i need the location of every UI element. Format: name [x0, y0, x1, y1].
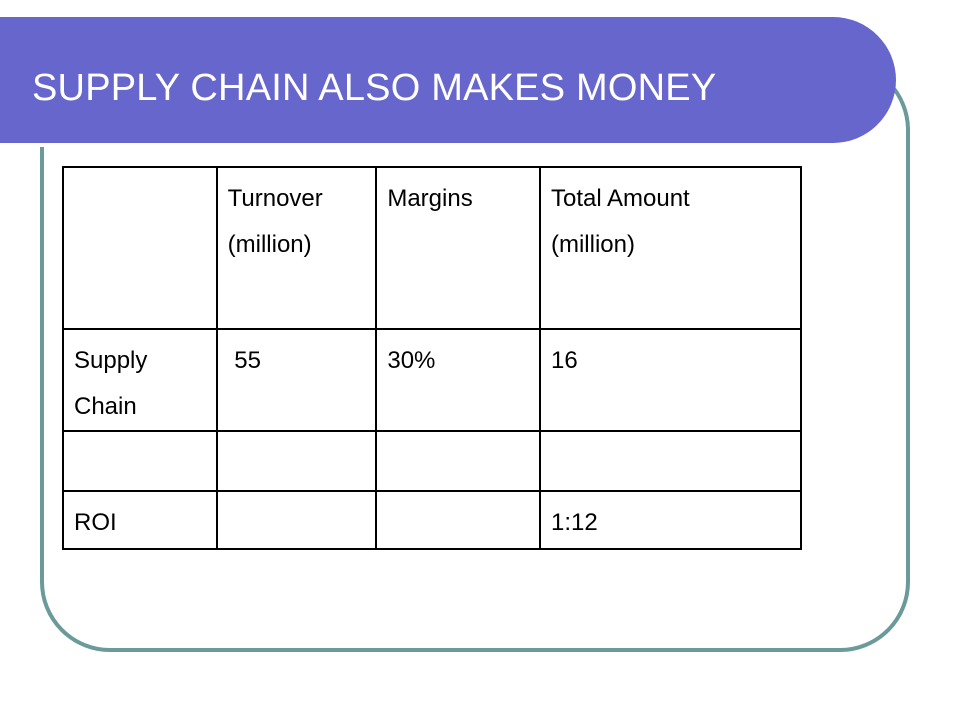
table-row-roi: ROI 1:12	[62, 490, 803, 550]
empty-cell	[375, 490, 541, 550]
title-underline	[0, 143, 848, 147]
empty-cell	[538, 430, 803, 492]
data-table: Turnover (million) Margins Total Amount …	[62, 166, 803, 550]
header-margins-label: Margins	[387, 185, 473, 212]
cell-total-value: 16	[538, 328, 803, 432]
header-cell-empty	[62, 166, 218, 330]
title-bar: SUPPLY CHAIN ALSO MAKES MONEY	[0, 17, 896, 147]
row-label-roi: ROI	[62, 490, 218, 550]
header-cell-turnover: Turnover (million)	[215, 166, 378, 330]
table-row-supply-chain: Supply Chain 55 30% 16	[62, 328, 803, 432]
empty-cell	[215, 430, 378, 492]
cell-turnover-value: 55	[215, 328, 378, 432]
header-turnover-line1: Turnover	[227, 185, 323, 212]
table-header-row: Turnover (million) Margins Total Amount …	[62, 166, 803, 330]
empty-cell	[375, 430, 541, 492]
table-row-empty	[62, 430, 803, 492]
header-cell-total: Total Amount (million)	[538, 166, 803, 330]
row-label-line1: Supply	[74, 347, 148, 374]
row-label-supply-chain: Supply Chain	[62, 328, 218, 432]
cell-margins-value: 30%	[375, 328, 541, 432]
empty-cell	[215, 490, 378, 550]
header-turnover-line2: (million)	[227, 231, 312, 258]
slide-title: SUPPLY CHAIN ALSO MAKES MONEY	[32, 67, 717, 109]
header-total-line2: (million)	[550, 231, 635, 258]
empty-cell	[62, 430, 218, 492]
header-cell-margins: Margins	[375, 166, 541, 330]
row-label-line2: Chain	[74, 393, 137, 420]
cell-roi-value: 1:12	[538, 490, 803, 550]
header-total-line1: Total Amount	[550, 185, 690, 212]
